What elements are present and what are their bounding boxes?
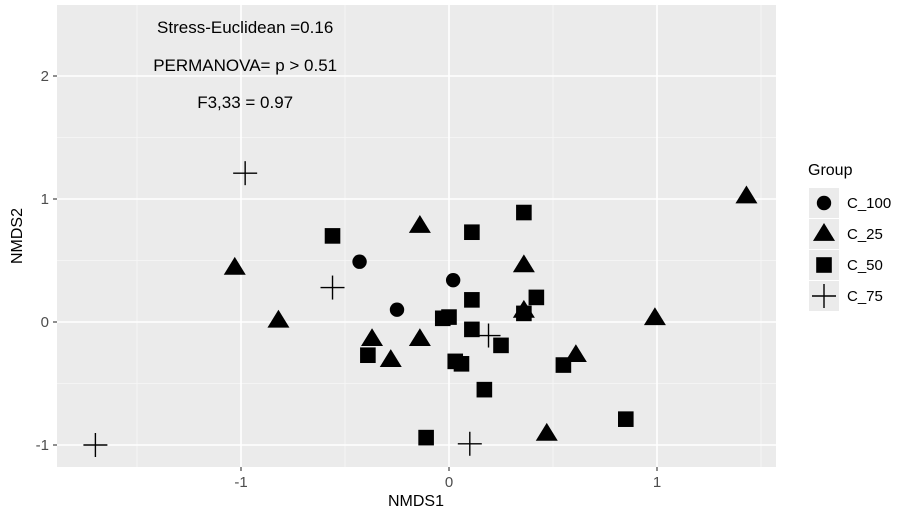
point-c-50 (516, 305, 532, 322)
x-tick-label: 1 (653, 474, 661, 491)
point-c-75 (457, 431, 482, 456)
legend-title: Group (808, 162, 853, 179)
point-c-25 (408, 215, 431, 233)
annotation-permanova: PERMANOVA= p > 0.51 (153, 56, 337, 75)
point-c-25 (643, 307, 666, 326)
point-c-50 (453, 356, 470, 372)
point-c-75 (476, 323, 501, 348)
point-c-50 (555, 357, 572, 373)
data-points (83, 161, 758, 457)
series-c-50 (324, 204, 634, 446)
y-axis-title: NMDS2 (9, 208, 26, 264)
y-tick-label: 0 (41, 314, 49, 331)
point-c-25 (735, 185, 758, 204)
x-tick-label: -1 (234, 474, 247, 491)
point-c-50 (618, 411, 634, 427)
point-c-25 (361, 328, 384, 347)
series-c-25 (223, 185, 758, 441)
point-c-75 (233, 161, 258, 186)
legend-key-c-50 (816, 257, 832, 273)
x-axis: -1 0 1 (234, 467, 661, 491)
annotations: Stress-Euclidean =0.16 PERMANOVA= p > 0.… (153, 18, 337, 112)
point-c-100 (352, 254, 367, 269)
legend-key-c-75 (812, 284, 836, 308)
grid-minor (57, 5, 776, 467)
point-c-25 (267, 309, 290, 328)
legend-label-c-25: C_25 (847, 226, 883, 243)
y-axis: -1 0 1 2 (36, 68, 57, 454)
series-c-100 (352, 254, 461, 317)
point-c-25 (535, 422, 558, 441)
point-c-25 (379, 349, 402, 367)
series-c-75 (83, 161, 501, 457)
point-c-25 (512, 254, 535, 273)
panel-background (57, 5, 776, 467)
x-tick-label: 0 (445, 474, 453, 491)
annotation-stress: Stress-Euclidean =0.16 (157, 18, 333, 37)
legend-key-c-100 (816, 195, 832, 211)
point-c-50 (464, 321, 480, 338)
legend: Group C_100 C_25 C_50 C_75 (808, 162, 891, 311)
point-c-50 (418, 429, 434, 446)
y-tick-label: 1 (41, 191, 49, 208)
annotation-f-stat: F3,33 = 0.97 (197, 93, 293, 112)
point-c-50 (360, 347, 376, 364)
y-tick-label: -1 (36, 437, 49, 454)
point-c-100 (389, 302, 405, 317)
point-c-75 (83, 433, 108, 457)
point-c-75 (320, 275, 345, 300)
point-c-50 (528, 289, 545, 306)
legend-label-c-100: C_100 (847, 195, 891, 212)
legend-label-c-50: C_50 (847, 257, 883, 274)
point-c-25 (408, 328, 431, 347)
legend-key-c-25 (813, 223, 835, 241)
y-tick-label: 2 (41, 68, 49, 85)
point-c-50 (441, 309, 457, 325)
point-c-50 (516, 204, 532, 221)
legend-label-c-75: C_75 (847, 288, 883, 305)
point-c-50 (464, 292, 480, 308)
point-c-50 (324, 228, 341, 244)
x-axis-title: NMDS1 (388, 493, 444, 510)
point-c-100 (445, 272, 461, 288)
point-c-50 (493, 337, 509, 354)
point-c-25 (223, 256, 246, 275)
point-c-50 (476, 381, 493, 398)
point-c-50 (464, 224, 480, 241)
